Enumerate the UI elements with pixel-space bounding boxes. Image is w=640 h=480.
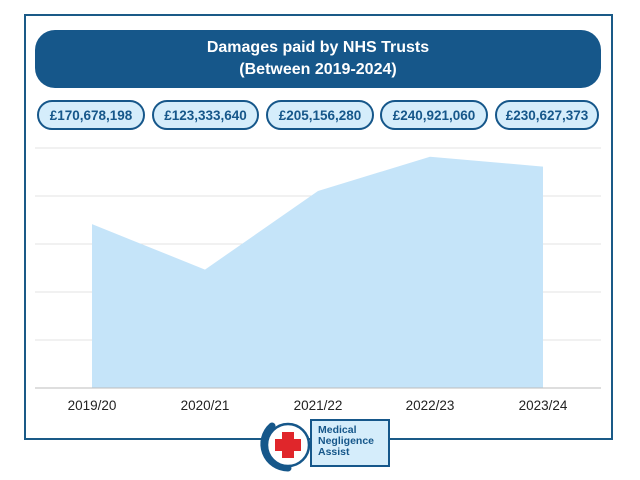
x-tick-label: 2020/21 [181, 398, 230, 413]
value-label-2022-23: £240,921,060 [380, 100, 488, 130]
value-label-2021-22: £205,156,280 [266, 100, 374, 130]
red-cross-phone-icon [260, 422, 311, 472]
x-tick-labels: 2019/20 2020/21 2021/22 2022/23 2023/24 [68, 398, 568, 413]
x-tick-label: 2023/24 [519, 398, 568, 413]
logo-line-1: Medical [318, 424, 357, 436]
x-tick-label: 2022/23 [406, 398, 455, 413]
logo-line-2: Negligence [318, 435, 375, 447]
x-tick-label: 2021/22 [294, 398, 343, 413]
value-label-2023-24: £230,627,373 [495, 100, 599, 130]
area-fill [92, 156, 543, 388]
title-banner: Damages paid by NHS Trusts (Between 2019… [35, 30, 601, 88]
chart-subtitle: (Between 2019-2024) [239, 61, 397, 78]
logo: Medical Negligence Assist [254, 414, 394, 476]
value-label-2020-21: £123,333,640 [152, 100, 259, 130]
area-series [92, 156, 543, 388]
logo-wordmark: Medical Negligence Assist [310, 419, 390, 467]
x-tick-label: 2019/20 [68, 398, 117, 413]
chart-title: Damages paid by NHS Trusts [206, 39, 430, 56]
value-label-2019-20: £170,678,198 [37, 100, 145, 130]
logo-line-3: Assist [318, 446, 350, 458]
